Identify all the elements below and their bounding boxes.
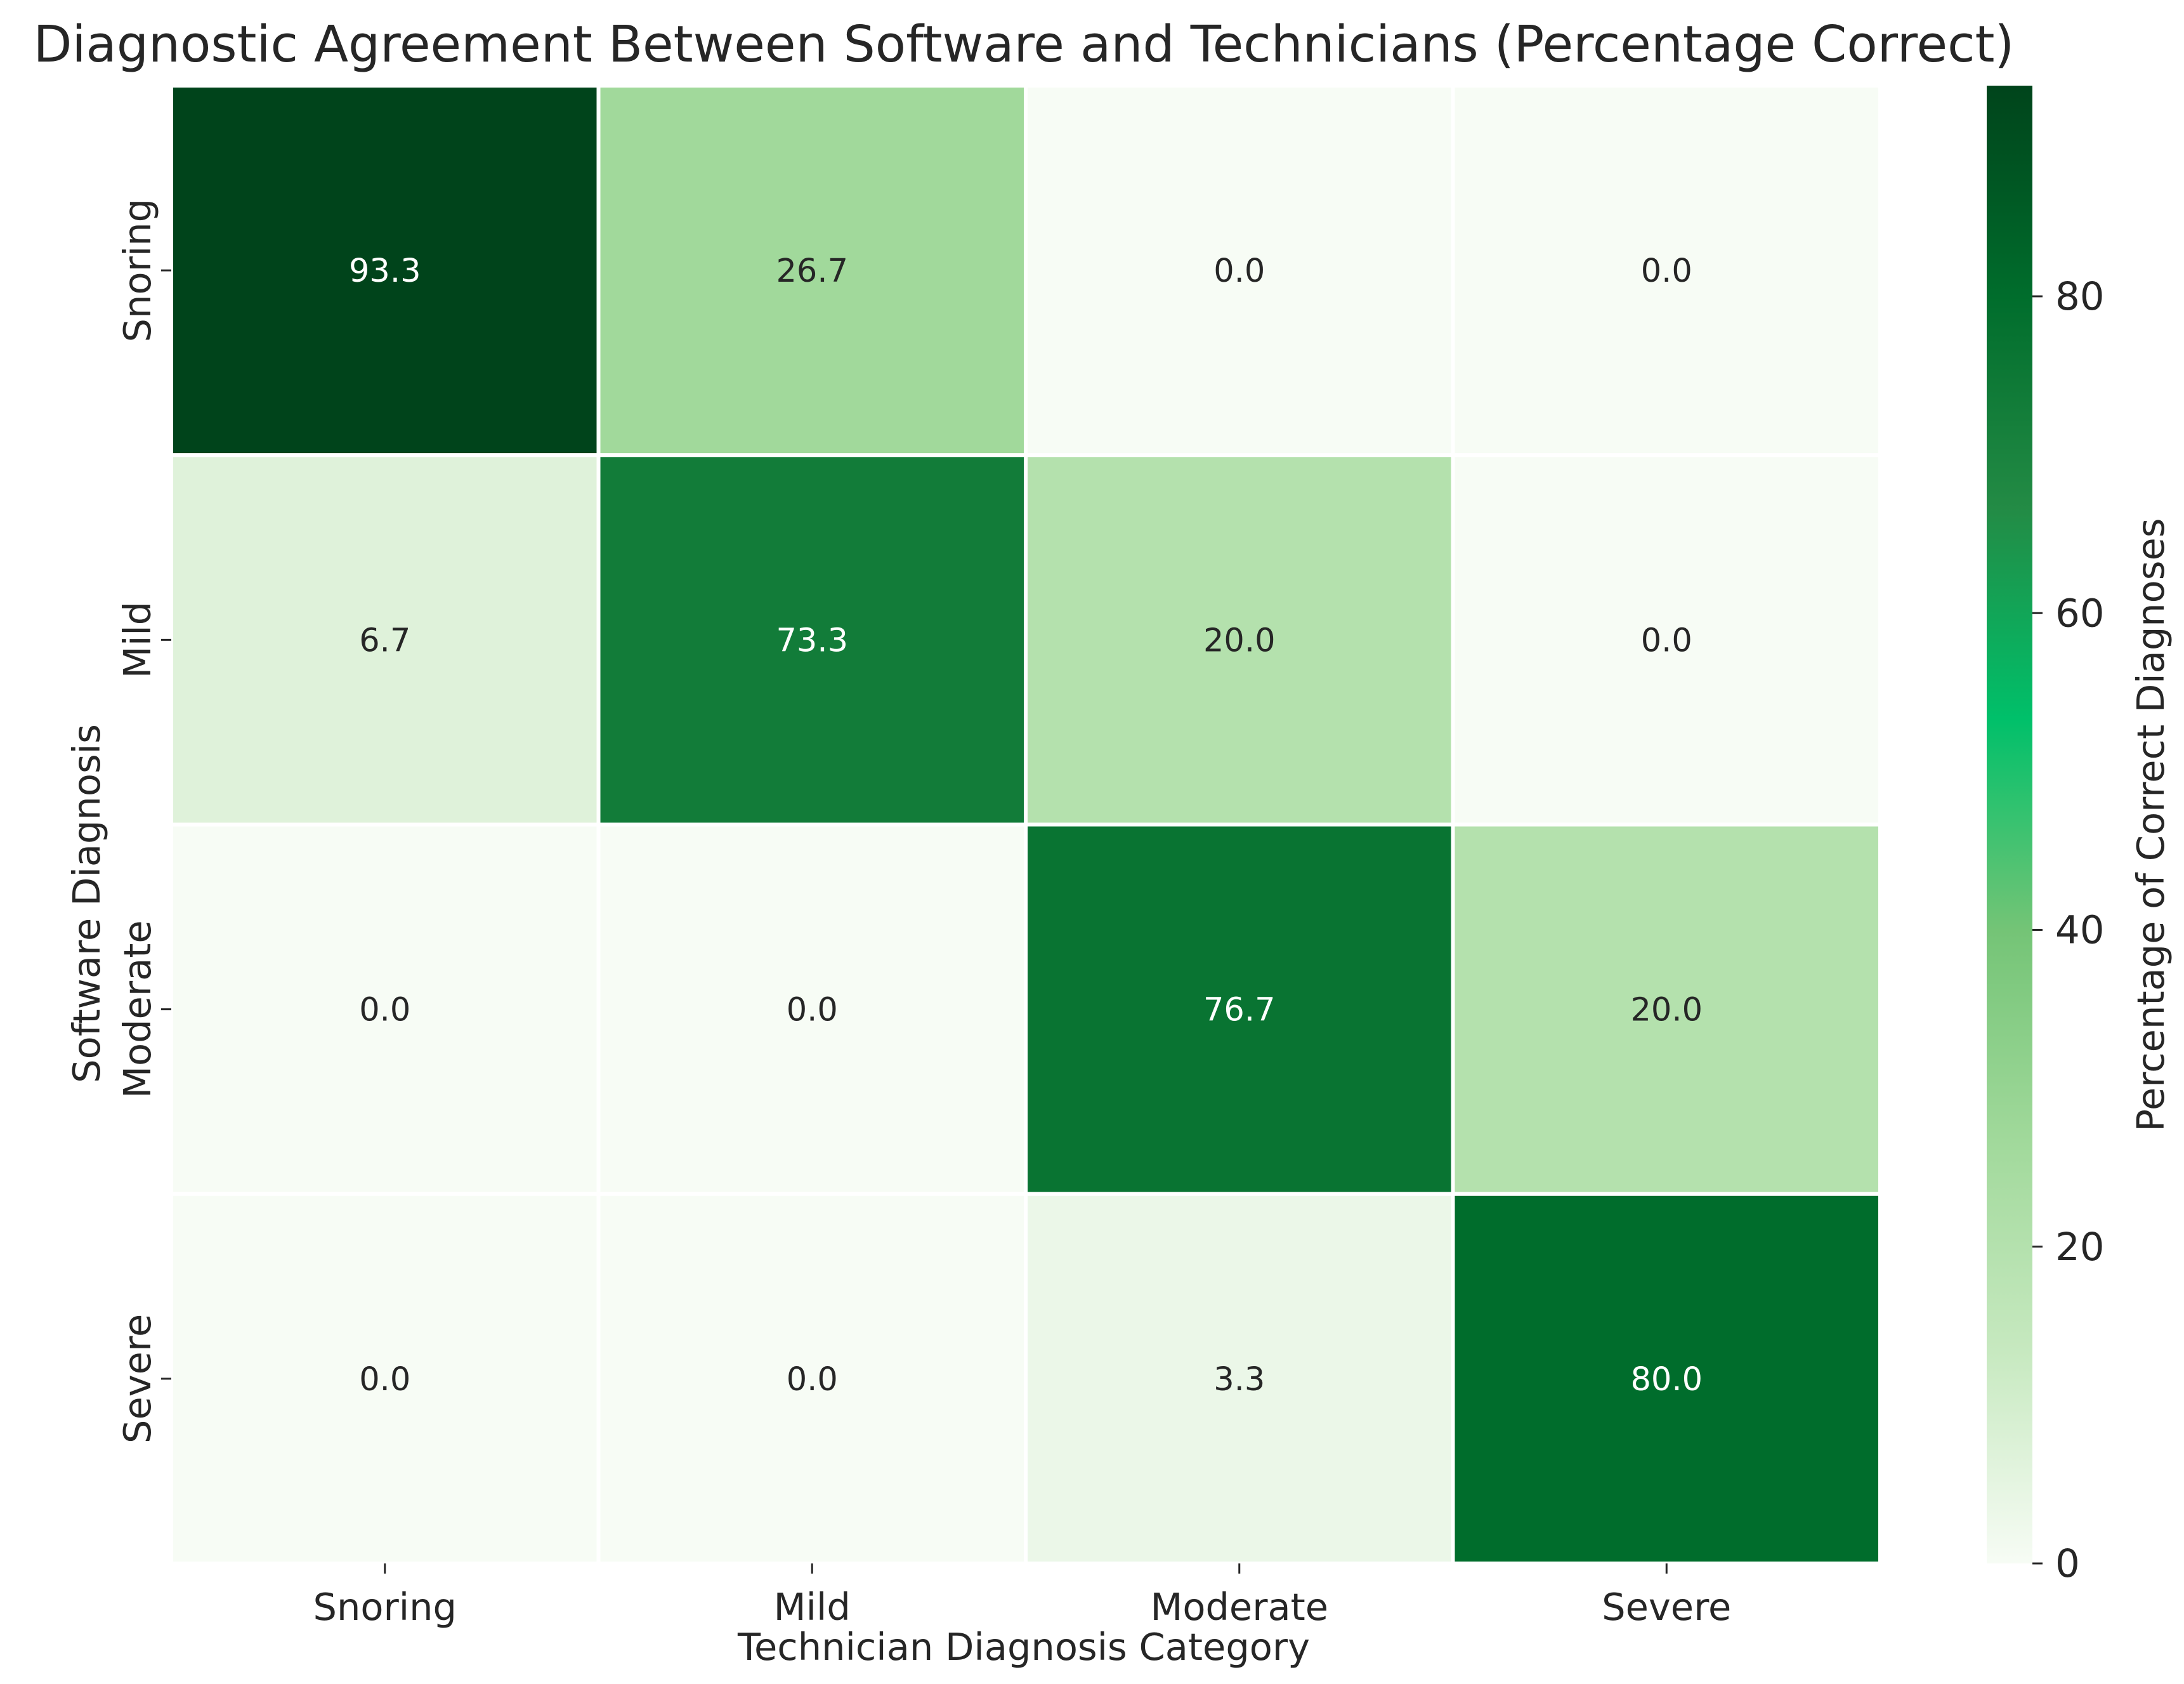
heatmap-cell (596, 1192, 1028, 1565)
x-tick-label: Severe (1602, 1585, 1731, 1629)
cell-value-label: 0.0 (1213, 253, 1265, 290)
cell-value-label: 0.0 (1641, 253, 1692, 290)
heatmap-cell (596, 84, 1028, 457)
colorbar-tick-label: 80 (2055, 274, 2105, 319)
y-tick-label: Moderate (115, 920, 159, 1098)
cell-value-label: 93.3 (349, 253, 421, 290)
y-axis-ticks: Snoring Mild Moderate Severe (115, 199, 171, 1444)
heatmap-cell (1451, 84, 1882, 457)
colorbar-tick-label: 20 (2055, 1225, 2105, 1270)
colorbar (1987, 86, 2032, 1563)
cell-value-label: 0.0 (1641, 622, 1692, 659)
x-axis-ticks: Snoring Mild Moderate Severe (313, 1563, 1731, 1629)
cell-value-label: 0.0 (359, 1361, 410, 1398)
x-axis-label: Technician Diagnosis Category (737, 1625, 1310, 1669)
heatmap-cell (1451, 453, 1882, 827)
cell-value-label: 0.0 (787, 992, 838, 1029)
colorbar-tick-label: 0 (2055, 1541, 2080, 1586)
cell-value-label: 76.7 (1203, 992, 1276, 1029)
cell-value-label: 6.7 (359, 622, 410, 659)
cell-value-label: 73.3 (776, 622, 848, 659)
heatmap-cell (1451, 822, 1882, 1196)
colorbar-tick-label: 60 (2055, 591, 2105, 636)
heatmap-cell (1451, 1192, 1882, 1565)
heatmap-cell (1024, 1192, 1455, 1565)
x-tick-label: Snoring (313, 1585, 457, 1629)
cell-value-label: 26.7 (776, 253, 848, 290)
chart-title: Diagnostic Agreement Between Software an… (34, 15, 2015, 74)
colorbar-label: Percentage of Correct Diagnoses (2129, 518, 2173, 1131)
heatmap-cell (596, 453, 1028, 827)
cell-value-label: 20.0 (1203, 622, 1276, 659)
x-tick-label: Mild (774, 1585, 851, 1629)
x-tick-label: Moderate (1150, 1585, 1328, 1629)
y-tick-label: Snoring (115, 199, 159, 342)
heatmap-cell (169, 1192, 601, 1565)
y-tick-label: Severe (115, 1314, 159, 1444)
heatmap-cell (169, 453, 601, 827)
heatmap-cell (169, 84, 601, 457)
heatmap-cells (169, 84, 1882, 1565)
y-tick-label: Mild (115, 602, 159, 678)
y-axis-label: Software Diagnosis (65, 724, 108, 1083)
cell-value-label: 0.0 (787, 1361, 838, 1398)
cell-value-label: 3.3 (1213, 1361, 1265, 1398)
cell-value-label: 20.0 (1630, 992, 1703, 1029)
colorbar-ticks: 0 20 40 60 80 (2032, 274, 2105, 1586)
colorbar-tick-label: 40 (2055, 908, 2105, 953)
heatmap-cell (1024, 84, 1455, 457)
heatmap-cell-labels: 93.3 26.7 0.0 0.0 6.7 73.3 20.0 0.0 0.0 0.0 76.7 20… (349, 253, 1703, 1398)
cell-value-label: 80.0 (1630, 1361, 1703, 1398)
heatmap-cell (596, 822, 1028, 1196)
cell-value-label: 0.0 (359, 992, 410, 1029)
